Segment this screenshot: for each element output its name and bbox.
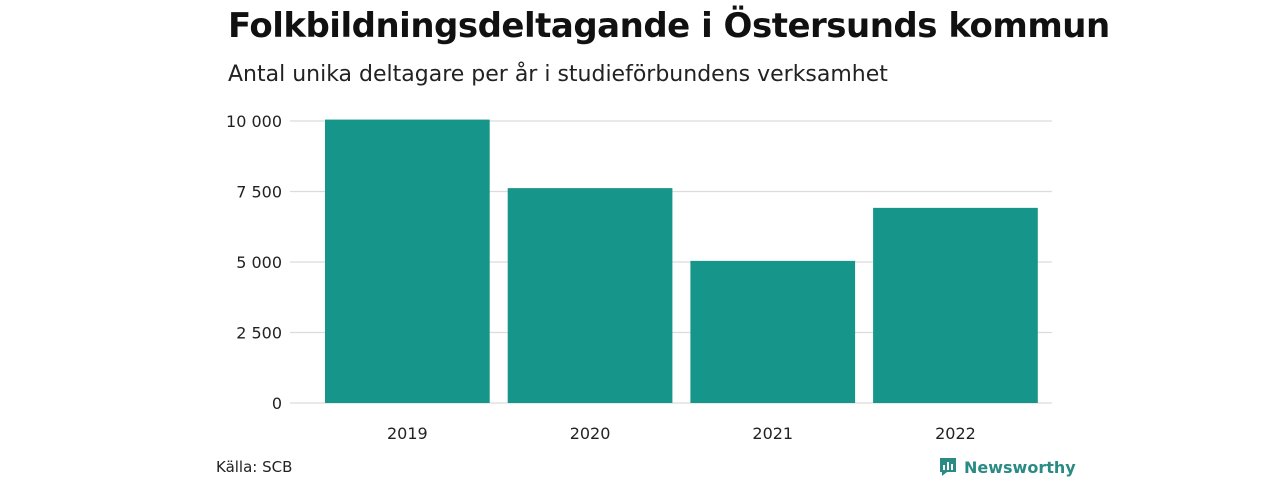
- x-tick-label: 2019: [387, 424, 428, 443]
- bar-2021: [690, 260, 856, 403]
- bars: [325, 119, 1038, 403]
- x-tick-label: 2021: [752, 424, 793, 443]
- bar-2020: [507, 188, 673, 403]
- x-tick-label: 2022: [935, 424, 976, 443]
- chart-title: Folkbildningsdeltagande i Östersunds kom…: [228, 6, 1110, 46]
- bar-2019: [325, 119, 490, 403]
- y-axis-ticks: 0 2 500 5 000 7 500 10 000: [226, 112, 282, 413]
- source-note: Källa: SCB: [216, 458, 293, 476]
- y-tick-label: 2 500: [236, 324, 282, 343]
- brand-name: Newsworthy: [964, 457, 1076, 477]
- y-tick-label: 7 500: [236, 183, 282, 202]
- x-tick-label: 2020: [570, 424, 611, 443]
- y-tick-label: 0: [272, 394, 282, 413]
- newsworthy-icon: [940, 458, 956, 476]
- y-tick-label: 5 000: [236, 253, 282, 272]
- bar-2022: [873, 207, 1038, 403]
- brand-logo: Newsworthy: [938, 456, 1076, 478]
- y-tick-label: 10 000: [226, 112, 282, 131]
- chart-subtitle: Antal unika deltagare per år i studieför…: [228, 62, 888, 87]
- x-axis-labels: 2019 2020 2021 2022: [387, 424, 976, 443]
